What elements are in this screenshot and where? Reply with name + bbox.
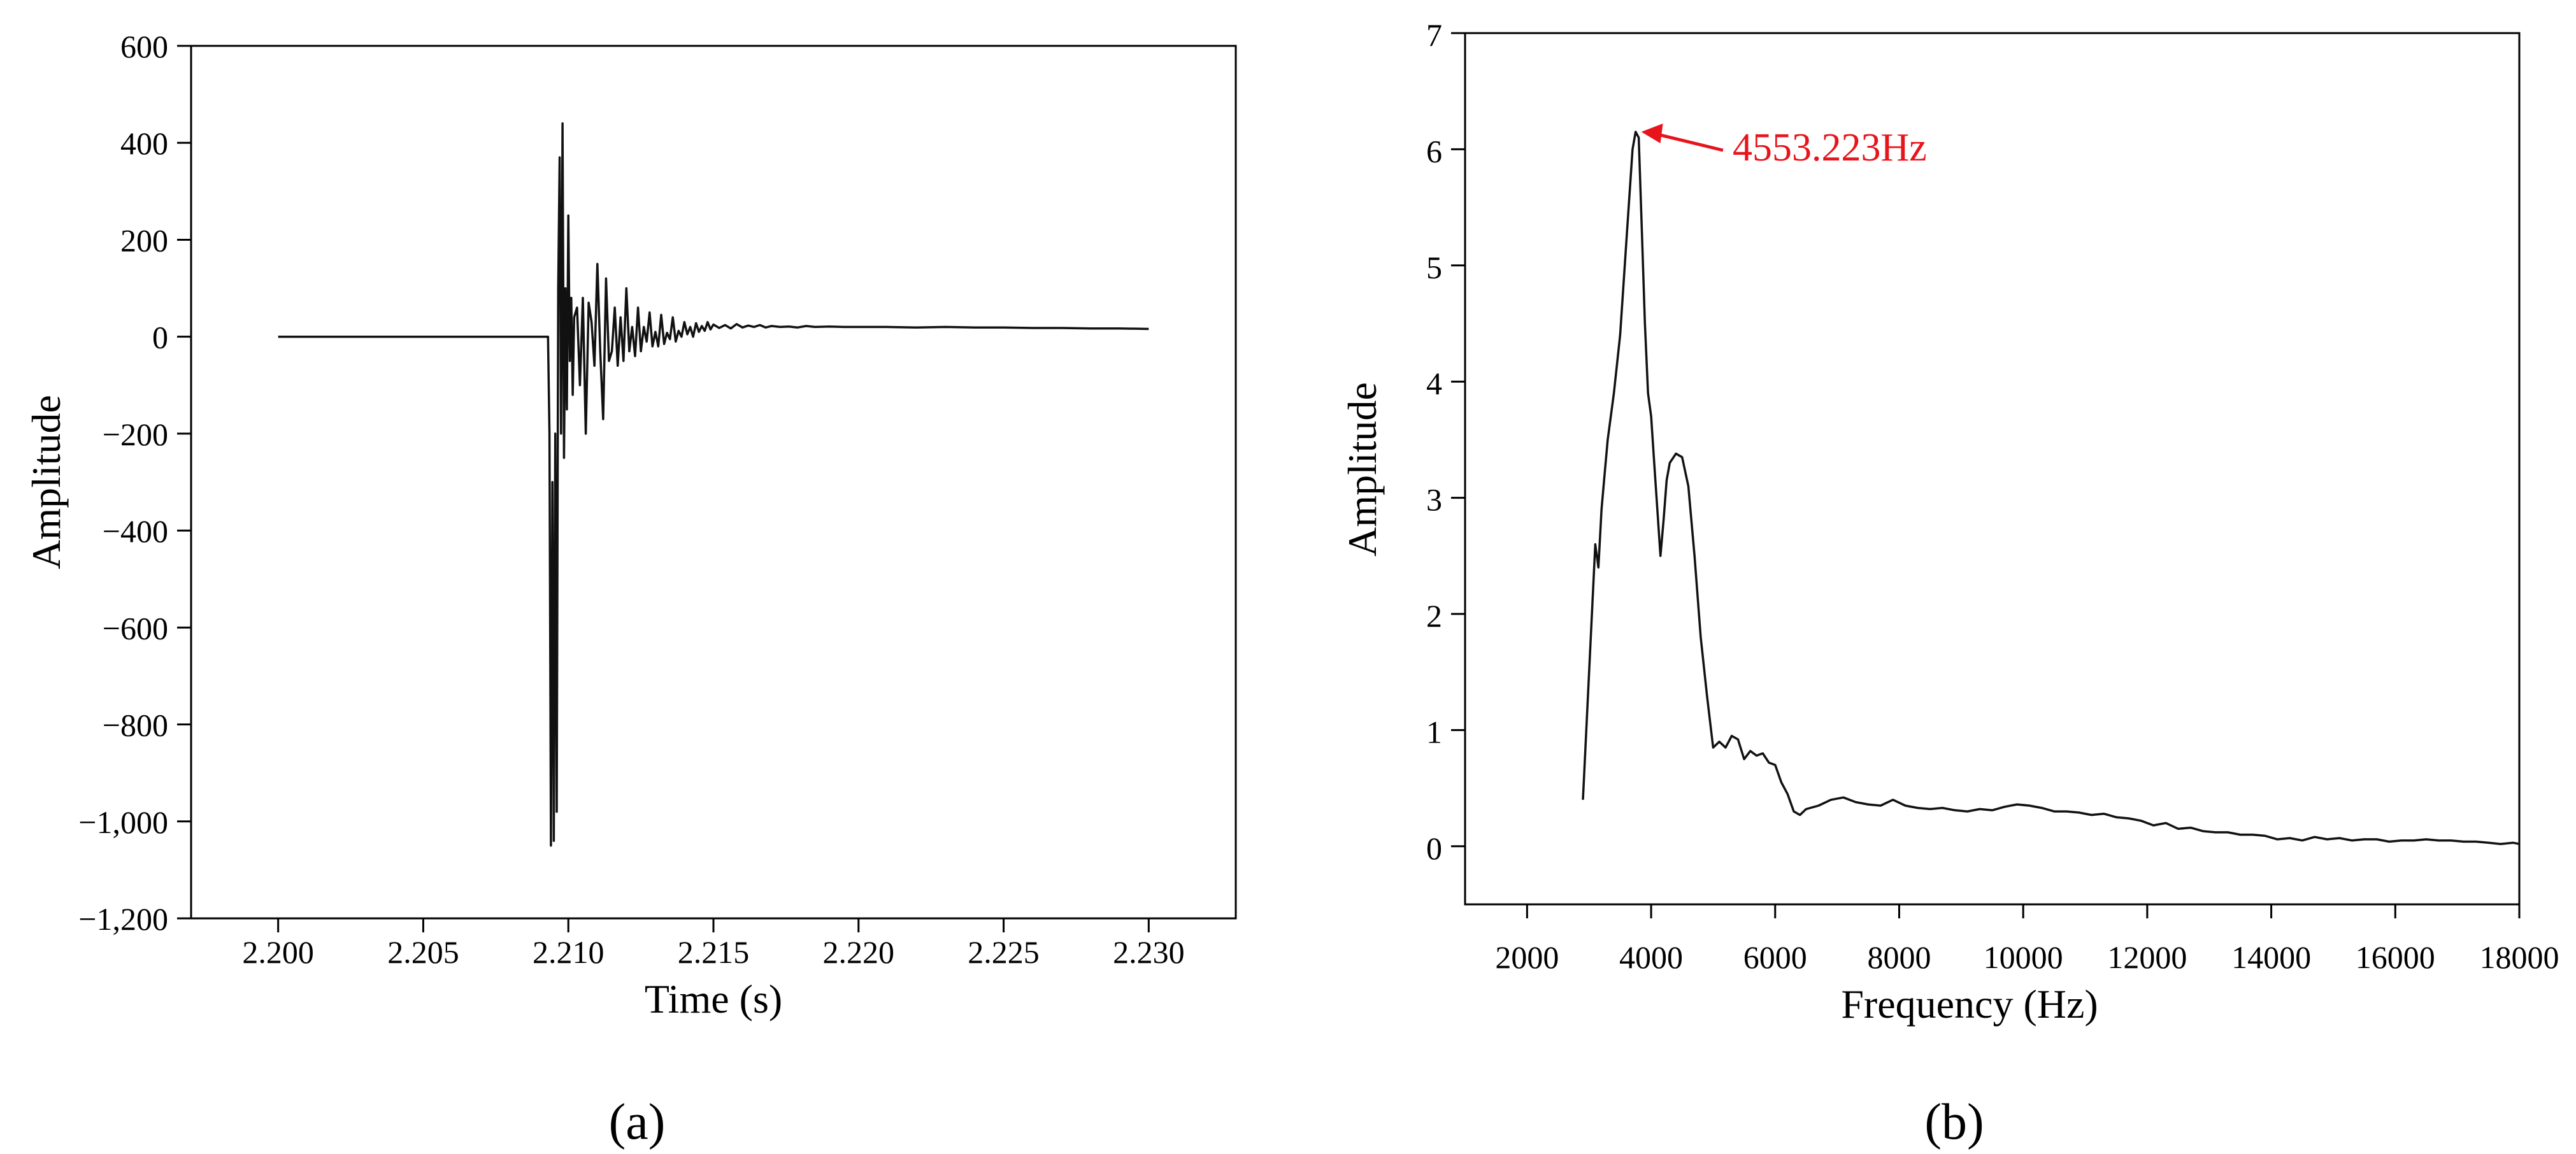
annotation-label: 4553.223Hz — [1733, 126, 1927, 169]
y-tick-label: 400 — [120, 125, 168, 161]
y-tick-label: −600 — [103, 610, 168, 646]
y-tick-label: 200 — [120, 222, 168, 258]
annotation-arrowhead — [1641, 124, 1663, 144]
y-axis-ticks-b: 0 1 2 3 4 5 6 7 — [1426, 17, 1465, 866]
x-tick-label: 2.225 — [968, 934, 1040, 970]
chart-panel-b: 2000 4000 6000 8000 10000 12000 14000 16000 1800… — [1340, 17, 2559, 1150]
y-axis-label-a: Amplitude — [24, 395, 69, 569]
x-tick-label: 2.230 — [1113, 934, 1185, 970]
y-tick-label: −200 — [103, 417, 168, 452]
x-axis-ticks-b: 2000 4000 6000 8000 10000 12000 14000 16000 1800… — [1495, 904, 2559, 975]
y-tick-label: 600 — [120, 29, 168, 64]
x-tick-label: 2.220 — [823, 934, 895, 970]
y-tick-label: −1,000 — [78, 804, 168, 840]
x-tick-label: 6000 — [1743, 939, 1807, 975]
x-axis-label-b: Frequency (Hz) — [1841, 981, 2098, 1027]
y-tick-label: 6 — [1426, 133, 1442, 169]
series-line — [1582, 131, 2520, 845]
x-tick-label: 10000 — [1984, 939, 2063, 975]
y-tick-label: 4 — [1426, 366, 1442, 401]
x-tick-label: 2.215 — [678, 934, 750, 970]
x-tick-label: 2000 — [1495, 939, 1559, 975]
y-tick-label: 0 — [1426, 830, 1442, 866]
plot-frame-b — [1464, 32, 2521, 906]
y-tick-label: −400 — [103, 513, 168, 549]
x-axis-label-a: Time (s) — [645, 976, 782, 1022]
peak-annotation: 4553.223Hz — [1641, 124, 1927, 169]
series-group-a — [278, 122, 1149, 847]
y-tick-label: 3 — [1426, 482, 1442, 518]
series-line — [278, 122, 1149, 847]
x-tick-label: 8000 — [1867, 939, 1931, 975]
x-tick-label: 2.205 — [387, 934, 459, 970]
x-tick-label: 2.200 — [242, 934, 314, 970]
chart-panel-a: 2.200 2.205 2.210 2.215 2.220 2.225 2.230 −1,2… — [24, 29, 1237, 1150]
y-tick-label: 7 — [1426, 17, 1442, 53]
annotation-arrow-line — [1657, 132, 1724, 152]
y-tick-label: 0 — [152, 320, 168, 355]
x-tick-label: 16000 — [2356, 939, 2435, 975]
x-tick-label: 18000 — [2480, 939, 2559, 975]
y-tick-label: −1,200 — [78, 901, 168, 937]
x-tick-label: 4000 — [1619, 939, 1683, 975]
x-tick-label: 12000 — [2107, 939, 2187, 975]
series-group-b — [1582, 131, 2520, 845]
y-tick-label: 2 — [1426, 598, 1442, 634]
y-axis-label-b: Amplitude — [1340, 382, 1385, 557]
x-tick-label: 14000 — [2231, 939, 2311, 975]
panel-label-a: (a) — [609, 1094, 666, 1150]
panel-label-b: (b) — [1924, 1094, 1984, 1150]
y-tick-label: 1 — [1426, 714, 1442, 750]
x-tick-label: 2.210 — [533, 934, 605, 970]
y-tick-label: 5 — [1426, 250, 1442, 285]
y-tick-label: −800 — [103, 708, 168, 743]
y-axis-ticks-a: −1,200 −1,000 −800 −600 −400 −200 0 200 400 600 — [78, 29, 191, 937]
x-axis-ticks-a: 2.200 2.205 2.210 2.215 2.220 2.225 2.230 — [242, 918, 1185, 970]
